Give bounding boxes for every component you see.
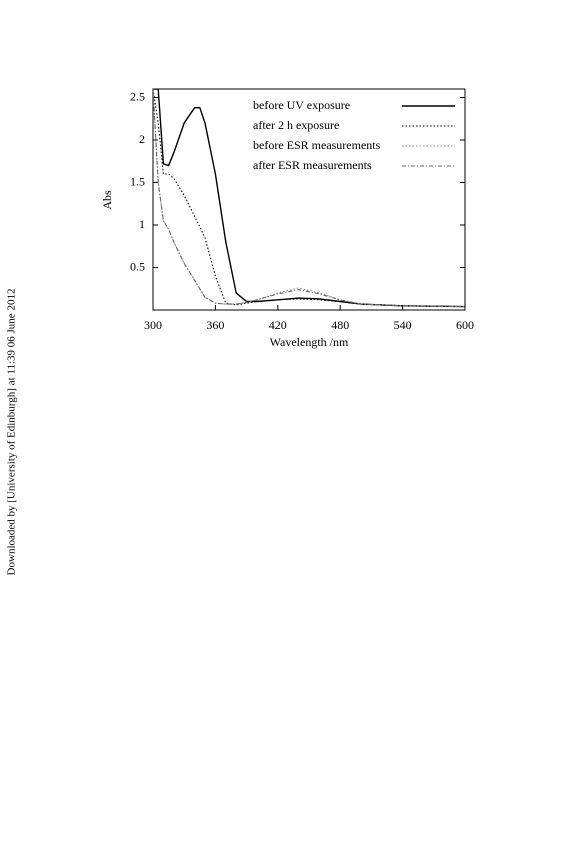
legend-label: before UV exposure <box>253 98 350 112</box>
series-line <box>153 89 465 308</box>
legend-label: after ESR measurements <box>253 158 372 172</box>
series-line <box>153 89 465 308</box>
legend-label: after 2 h exposure <box>253 118 339 132</box>
y-tick-label: 1.5 <box>130 174 145 188</box>
x-tick-label: 600 <box>456 318 474 332</box>
plot-frame <box>152 88 466 311</box>
x-tick-label: 540 <box>394 318 412 332</box>
x-axis-label: Wavelength /nm <box>270 335 349 349</box>
legend-label: before ESR measurements <box>253 138 381 152</box>
plot-area <box>153 89 465 308</box>
x-tick-label: 480 <box>331 318 349 332</box>
y-tick-label: 0.5 <box>130 259 145 273</box>
x-tick-label: 360 <box>206 318 224 332</box>
y-tick-label: 2 <box>139 132 145 146</box>
y-tick-label: 2.5 <box>130 89 145 103</box>
x-tick-label: 420 <box>269 318 287 332</box>
x-tick-label: 300 <box>144 318 162 332</box>
y-axis-label: Abs <box>100 190 114 210</box>
series-line <box>153 89 465 308</box>
y-tick-label: 1 <box>139 217 145 231</box>
watermark: Downloaded by [University of Edinburgh] … <box>6 289 18 576</box>
